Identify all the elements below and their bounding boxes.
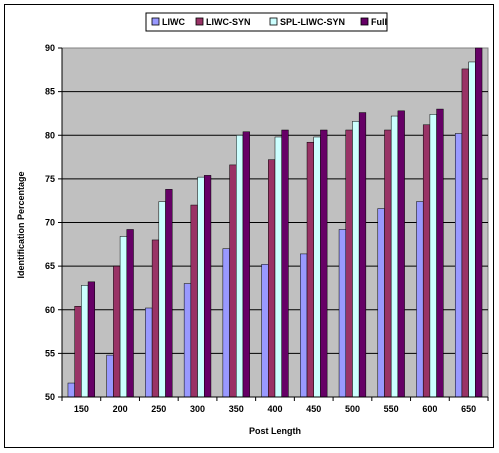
bar (74, 306, 82, 398)
y-axis-title: Identification Percentage (16, 171, 26, 278)
y-tick-label: 85 (45, 87, 55, 97)
bars (67, 47, 483, 398)
bar (268, 159, 276, 398)
bar (429, 114, 437, 398)
y-tick-label: 70 (45, 218, 55, 228)
bar (197, 176, 205, 398)
axes: 50 55 60 65 70 75 80 85 90 150 200 250 300 350 400 450 5… (45, 43, 489, 414)
x-tick-label: 450 (306, 404, 321, 414)
bar (384, 129, 392, 398)
y-tick-label: 55 (45, 348, 55, 358)
bar (126, 229, 134, 398)
y-tick-label: 75 (45, 174, 55, 184)
bar (416, 201, 424, 398)
legend-box (145, 12, 388, 32)
bar (158, 201, 166, 398)
bar (397, 110, 405, 398)
bar (281, 129, 289, 398)
x-tick-label: 250 (151, 404, 166, 414)
bar (345, 129, 353, 398)
bar (338, 229, 347, 398)
legend-swatch (195, 17, 204, 26)
bar (436, 108, 444, 398)
y-tick-label: 50 (45, 392, 55, 402)
legend: LIWC LIWC-SYN SPL-LIWC-SYN Full (145, 12, 388, 32)
bar (236, 135, 244, 398)
y-tick-label: 60 (45, 305, 55, 315)
bar (145, 307, 153, 398)
bar (475, 47, 483, 398)
bar (87, 281, 96, 398)
bar (190, 204, 198, 398)
bar (320, 129, 328, 398)
bar (422, 124, 431, 398)
bar (461, 68, 469, 398)
legend-swatch (360, 17, 369, 26)
x-tick-label: 600 (422, 404, 437, 414)
x-tick-label: 300 (190, 404, 205, 414)
x-tick-label: 500 (345, 404, 360, 414)
bar (274, 136, 282, 398)
bar (81, 285, 89, 398)
bar (203, 175, 212, 398)
x-tick-label: 550 (384, 404, 399, 414)
bar (377, 208, 385, 398)
bar (313, 136, 321, 398)
bar (261, 264, 269, 398)
bar (229, 164, 237, 398)
legend-label: Full (371, 17, 387, 27)
bar (151, 239, 160, 398)
legend-swatch (151, 17, 160, 26)
y-tick-label: 90 (45, 43, 55, 53)
bar (390, 115, 399, 398)
bar (113, 265, 121, 398)
x-axis-title: Post Length (249, 426, 301, 436)
legend-label: LIWC (162, 17, 185, 27)
bar (352, 121, 360, 398)
bar (306, 141, 314, 398)
bar (222, 248, 230, 398)
x-tick-label: 650 (461, 404, 476, 414)
legend-label: SPL-LIWC-SYN (280, 17, 345, 27)
y-tick-label: 65 (45, 261, 55, 271)
bar (67, 382, 75, 398)
bar (454, 133, 463, 398)
bar (242, 131, 250, 398)
y-tick-label: 80 (45, 130, 55, 140)
x-tick-label: 400 (267, 404, 282, 414)
x-tick-label: 200 (113, 404, 128, 414)
x-tick-label: 150 (74, 404, 89, 414)
x-tick-label: 350 (229, 404, 244, 414)
bar (106, 354, 114, 398)
legend-label: LIWC-SYN (206, 17, 251, 27)
bar (119, 236, 128, 398)
bar (183, 283, 192, 398)
bar (468, 61, 476, 398)
legend-swatch (269, 17, 278, 26)
bar (165, 189, 173, 398)
bar (300, 253, 308, 398)
bar (358, 112, 367, 398)
